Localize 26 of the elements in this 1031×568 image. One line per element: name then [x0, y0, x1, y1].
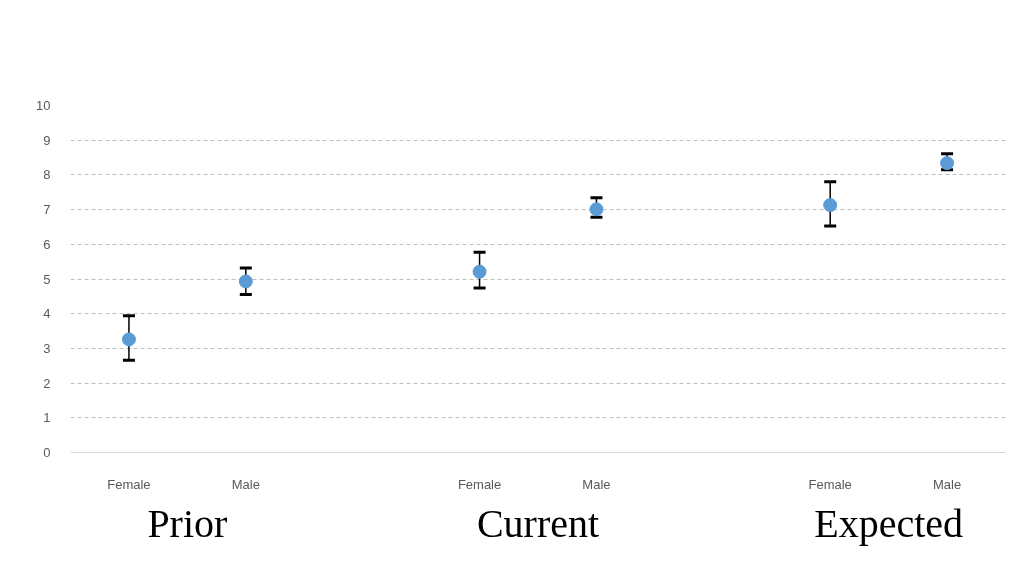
point	[238, 274, 253, 289]
y-tick-label: 2	[43, 375, 51, 391]
point	[940, 156, 955, 171]
x-tick-label: Male	[582, 476, 611, 492]
y-tick-label: 7	[43, 202, 51, 218]
y-tick-label: 5	[43, 271, 51, 287]
point	[121, 332, 136, 347]
point	[589, 202, 604, 217]
x-tick-label: Female	[457, 476, 502, 492]
text: Current	[476, 500, 600, 546]
point	[823, 198, 838, 213]
y-tick-label: 4	[43, 306, 51, 322]
y-tick-label: 9	[43, 132, 51, 148]
text: Prior	[147, 500, 228, 546]
x-tick-label: Male	[932, 476, 962, 492]
y-tick-label: 10	[36, 98, 51, 113]
y-tick-label: 0	[43, 445, 51, 460]
y-tick-label: 6	[43, 236, 51, 252]
text: Expected	[814, 500, 964, 546]
point	[472, 264, 487, 279]
y-tick-label: 3	[43, 340, 51, 356]
x-tick-label: Male	[231, 476, 260, 492]
y-tick-label: 1	[43, 410, 51, 426]
x-tick-label: Female	[107, 476, 151, 492]
y-tick-label: 8	[43, 167, 51, 183]
x-tick-label: Female	[808, 476, 852, 492]
